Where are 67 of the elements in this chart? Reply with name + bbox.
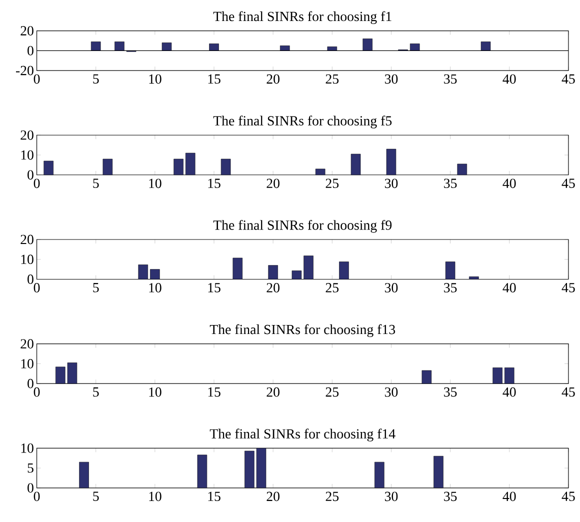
x-tick-label: 45 bbox=[562, 283, 575, 292]
x-tick-label: 35 bbox=[444, 178, 457, 188]
x-tick-label: 40 bbox=[502, 283, 516, 293]
x-tick-label: 10 bbox=[149, 178, 162, 188]
x-tick-label: 40 bbox=[502, 388, 516, 397]
x-tick-label: 5 bbox=[93, 492, 99, 502]
y-tick-label: 10 bbox=[21, 254, 34, 264]
x-tick-label: 45 bbox=[562, 492, 575, 502]
x-tick-label: 10 bbox=[149, 283, 162, 293]
x-tick-label: 25 bbox=[326, 178, 339, 188]
x-tick-label: 5 bbox=[93, 388, 99, 397]
y-tick-label: 5 bbox=[28, 464, 34, 473]
x-tick-label: 35 bbox=[444, 74, 457, 84]
x-tick-label: 10 bbox=[149, 388, 162, 397]
x-tick-label: 25 bbox=[326, 492, 339, 502]
x-tick-label: 35 bbox=[444, 283, 457, 293]
x-tick-label: 0 bbox=[34, 388, 40, 397]
x-tick-label: 30 bbox=[384, 283, 398, 293]
x-tick-label: 40 bbox=[502, 492, 516, 502]
y-tick-label: 20 bbox=[20, 26, 34, 36]
x-tick-label: 20 bbox=[266, 283, 280, 293]
y-tick-label: 0 bbox=[28, 46, 34, 56]
y-tick-label: 0 bbox=[28, 274, 34, 284]
chart-title: The final SINRs for choosing f9 bbox=[213, 220, 392, 233]
y-tick-label: -20 bbox=[16, 66, 34, 76]
x-tick-label: 0 bbox=[34, 74, 40, 84]
x-tick-label: 45 bbox=[562, 178, 575, 188]
y-tick-label: 10 bbox=[21, 444, 34, 453]
x-tick-label: 15 bbox=[208, 492, 220, 502]
x-tick-label: 40 bbox=[502, 74, 516, 84]
x-tick-label: 35 bbox=[444, 492, 457, 502]
x-tick-label: 20 bbox=[266, 74, 280, 84]
y-tick-label: 20 bbox=[20, 234, 34, 244]
y-tick-label: 10 bbox=[21, 150, 34, 160]
x-tick-label: 45 bbox=[562, 74, 575, 84]
x-tick-label: 15 bbox=[208, 388, 220, 397]
x-tick-label: 30 bbox=[384, 492, 398, 502]
chart-title: The final SINRs for choosing f5 bbox=[213, 116, 392, 128]
x-tick-label: 20 bbox=[266, 178, 280, 188]
x-tick-label: 20 bbox=[266, 492, 280, 502]
x-tick-label: 10 bbox=[149, 74, 162, 84]
x-tick-label: 15 bbox=[208, 74, 220, 84]
x-tick-label: 25 bbox=[326, 283, 339, 293]
y-tick-label: 0 bbox=[28, 483, 34, 493]
x-tick-label: 10 bbox=[149, 492, 162, 502]
x-tick-label: 35 bbox=[444, 388, 457, 397]
x-tick-label: 20 bbox=[266, 388, 280, 397]
x-tick-label: 30 bbox=[384, 178, 398, 188]
y-tick-label: 0 bbox=[28, 379, 34, 388]
x-tick-label: 30 bbox=[384, 74, 398, 84]
y-tick-label: 10 bbox=[21, 359, 34, 369]
x-tick-label: 5 bbox=[93, 283, 99, 292]
x-tick-label: 25 bbox=[326, 388, 339, 397]
y-tick-label: 20 bbox=[20, 339, 34, 349]
y-tick-label: 0 bbox=[28, 170, 34, 180]
chart-title: The final SINRs for choosing f13 bbox=[210, 324, 396, 338]
x-tick-label: 25 bbox=[326, 74, 339, 84]
chart-title: The final SINRs for choosing f1 bbox=[213, 11, 392, 24]
x-tick-label: 45 bbox=[562, 388, 575, 397]
x-tick-label: 5 bbox=[93, 74, 99, 84]
x-tick-label: 40 bbox=[502, 178, 516, 188]
chart-title: The final SINRs for choosing f14 bbox=[210, 428, 396, 442]
y-tick-label: 20 bbox=[20, 130, 34, 140]
x-tick-label: 30 bbox=[384, 388, 398, 397]
x-tick-label: 15 bbox=[208, 178, 220, 188]
x-tick-label: 5 bbox=[93, 178, 99, 188]
x-tick-label: 15 bbox=[208, 283, 220, 292]
